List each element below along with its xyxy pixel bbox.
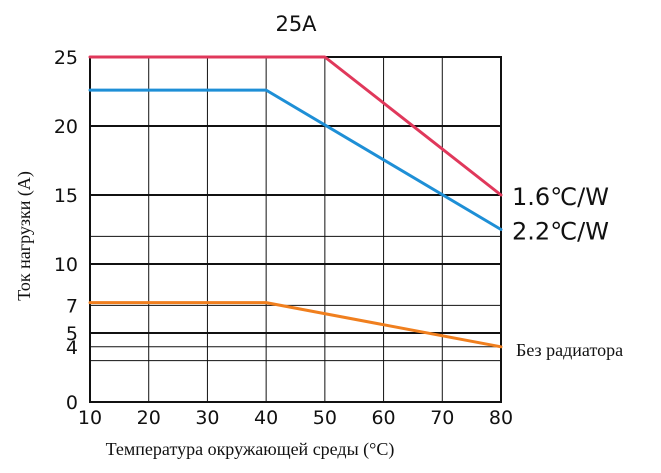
y-tick-label: 0 <box>66 392 78 414</box>
y-tick-label: 10 <box>54 254 78 276</box>
x-tick-label: 20 <box>137 407 161 429</box>
y-tick-label: 4 <box>66 337 78 359</box>
y-tick-label: 5 <box>66 323 78 345</box>
y-tick-label: 20 <box>54 116 78 138</box>
series-labels: 1.6℃/W 2.2℃/W Без радиатора <box>512 183 623 360</box>
y-tick-label: 7 <box>66 295 78 317</box>
series-label-0: 1.6℃/W <box>512 183 609 211</box>
x-tick-label: 60 <box>371 407 395 429</box>
x-tick-label: 70 <box>430 407 454 429</box>
x-tick-label: 40 <box>254 407 278 429</box>
y-axis-ticks: 25 20 15 10 7 54 0 <box>54 47 78 414</box>
x-axis-label: Температура окружающей среды (°C) <box>106 439 395 460</box>
series-line-2 <box>88 301 503 349</box>
x-tick-label: 30 <box>195 407 219 429</box>
series-label-2: Без радиатора <box>516 340 623 360</box>
series-line-0 <box>88 55 503 197</box>
series-label-1: 2.2℃/W <box>512 218 609 246</box>
x-tick-label: 50 <box>313 407 337 429</box>
series-line-1 <box>88 88 503 231</box>
chart-title: 25A <box>275 12 317 36</box>
x-tick-label: 10 <box>78 407 102 429</box>
y-axis-label: Ток нагрузки (A) <box>14 171 35 301</box>
x-tick-label: 80 <box>489 407 513 429</box>
series-layer <box>88 55 503 349</box>
y-tick-label: 25 <box>54 47 78 69</box>
y-tick-label: 15 <box>54 185 78 207</box>
x-axis-ticks: 10 20 30 40 50 60 70 80 <box>78 407 513 429</box>
